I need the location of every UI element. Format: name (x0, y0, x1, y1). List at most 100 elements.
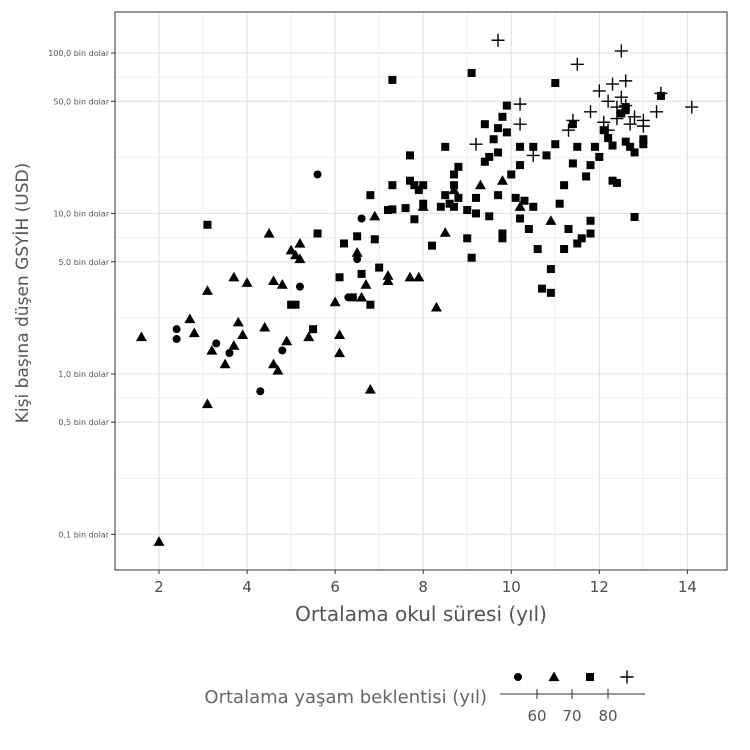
point-cross (526, 148, 540, 162)
point-cross (614, 90, 628, 104)
point-square (608, 141, 617, 150)
point-square (516, 142, 525, 151)
point-square (335, 273, 344, 282)
point-triangle (272, 365, 284, 375)
point-triangle (382, 270, 394, 280)
point-cross (623, 117, 637, 131)
point-square (405, 151, 414, 160)
point-triangle (294, 237, 306, 248)
point-square (309, 325, 318, 334)
point-triangle (237, 329, 249, 340)
legend-ticks: 60 70 80 (527, 689, 618, 725)
point-square (590, 142, 599, 151)
point-square (524, 224, 533, 233)
point-square (287, 300, 296, 309)
point-square (595, 152, 604, 161)
point-square (577, 234, 586, 243)
point-square (582, 172, 591, 181)
point-cross (513, 97, 527, 111)
point-square (357, 269, 366, 278)
point-square (313, 229, 322, 238)
legend-shapes (514, 670, 634, 684)
point-circle (225, 349, 234, 358)
point-cross (601, 94, 615, 108)
point-circle (357, 214, 366, 223)
point-triangle (496, 175, 508, 185)
point-square (516, 214, 525, 223)
point-circle (212, 339, 221, 348)
point-triangle (153, 536, 165, 546)
point-triangle (360, 279, 372, 289)
point-triangle (448, 184, 460, 195)
point-square (450, 181, 459, 190)
point-square (348, 293, 357, 302)
point-square (586, 229, 595, 238)
point-square (621, 137, 630, 146)
point-triangle (232, 316, 244, 327)
x-tick-label: 8 (418, 578, 428, 596)
point-square (353, 232, 362, 241)
point-triangle (294, 253, 306, 264)
x-tick-label: 4 (242, 578, 252, 596)
point-square (538, 284, 547, 293)
point-square (463, 234, 472, 243)
point-square (370, 235, 379, 244)
point-square (489, 135, 498, 144)
point-square (467, 69, 476, 78)
legend-tick-label: 70 (562, 707, 581, 725)
point-triangle (184, 313, 196, 324)
legend-title: Ortalama yaşam beklentisi (yıl) (204, 687, 487, 708)
point-triangle (281, 335, 293, 346)
point-square (472, 193, 481, 202)
point-square (450, 170, 459, 179)
point-cross (601, 123, 615, 137)
point-square (551, 140, 560, 149)
point-square (564, 224, 573, 233)
point-cross (619, 74, 633, 88)
point-triangle (135, 331, 147, 342)
point-cross (614, 44, 628, 58)
point-square (542, 151, 551, 160)
point-square (467, 253, 476, 262)
point-triangle (285, 244, 297, 255)
y-tick-label: 0,5 bin dolar (58, 418, 109, 427)
x-tick-label: 10 (502, 578, 521, 596)
point-triangle (369, 210, 381, 221)
point-square (498, 234, 507, 243)
point-square (604, 134, 613, 143)
point-square (383, 206, 392, 215)
y-tick-label: 100,0 bin dolar (48, 49, 109, 58)
point-square (410, 181, 419, 190)
point-triangle (206, 344, 218, 355)
point-square (626, 142, 635, 151)
point-square (428, 241, 437, 250)
point-square (516, 161, 525, 170)
point-triangle (268, 275, 280, 286)
point-square (586, 216, 595, 225)
x-tick-label: 6 (330, 578, 340, 596)
point-triangle (201, 398, 213, 409)
point-triangle (329, 296, 341, 307)
point-square (419, 181, 428, 190)
point-square (529, 202, 538, 211)
point-square (388, 75, 397, 84)
point-cross (491, 33, 505, 47)
point-circle (172, 335, 181, 344)
point-circle (256, 387, 265, 396)
point-square (573, 142, 582, 151)
x-tick-label: 14 (678, 578, 697, 596)
point-cross (636, 113, 650, 127)
y-tick-label: 0,1 bin dolar (58, 530, 109, 539)
point-triangle (351, 247, 363, 257)
point-square (568, 159, 577, 168)
point-triangle (268, 358, 280, 369)
point-square (494, 124, 503, 133)
y-tick-label: 1,0 bin dolar (58, 370, 109, 379)
point-cross (606, 77, 620, 91)
point-square (445, 199, 454, 208)
point-cross (597, 115, 611, 129)
point-square (511, 193, 520, 202)
point-square (520, 196, 529, 205)
point-cross (592, 84, 606, 98)
point-square (410, 215, 419, 224)
